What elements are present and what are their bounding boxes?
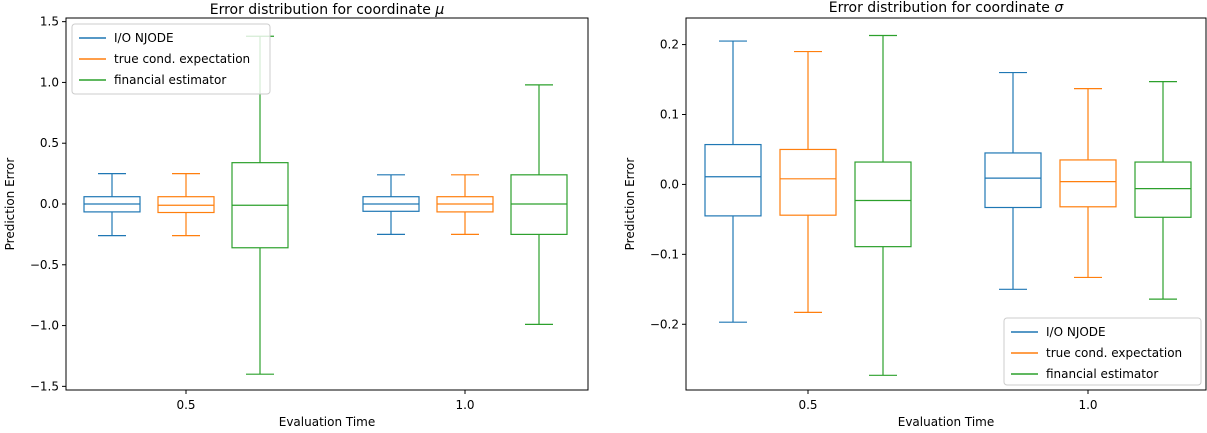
chart-mu: −1.5 −1.0 −0.5 0.0 0.5 1.0 1.5 0.5 1.0 Evaluation… — [3, 2, 589, 429]
box-financial — [510, 84, 568, 325]
legend: I/O NJODE true cond. expectation financial… — [1003, 317, 1202, 386]
legend-label: financial estimator — [114, 73, 226, 87]
chart-title: Error distribution for coordinate σ — [829, 0, 1065, 16]
iqr-box — [854, 161, 912, 248]
y-tick-label: 0.5 — [40, 136, 59, 150]
box-io_njode — [362, 174, 420, 235]
legend-label: I/O NJODE — [1046, 325, 1106, 339]
iqr-box — [1134, 161, 1192, 218]
legend-label: I/O NJODE — [114, 31, 174, 45]
y-tick-label: −1.5 — [30, 379, 59, 393]
iqr-box — [704, 143, 762, 217]
y-tick-label: −1.0 — [30, 319, 59, 333]
box-financial — [1134, 81, 1192, 300]
y-axis-label: Prediction Error — [3, 158, 17, 251]
box-true_cond — [157, 173, 215, 237]
legend-label: true cond. expectation — [1046, 346, 1182, 360]
box-io_njode — [704, 40, 762, 323]
box-io_njode — [83, 173, 141, 237]
box-true_cond — [779, 50, 837, 313]
x-axis-label: Evaluation Time — [898, 415, 995, 429]
y-tick-label: −0.2 — [650, 317, 679, 331]
legend-label: true cond. expectation — [114, 52, 250, 66]
box-true_cond — [436, 174, 494, 235]
box-financial — [854, 34, 912, 376]
plot-frame — [685, 17, 1207, 391]
iqr-box — [157, 196, 215, 214]
chart-title: Error distribution for coordinate μ — [210, 2, 445, 18]
y-tick-label: −0.5 — [30, 258, 59, 272]
legend-frame — [71, 23, 271, 95]
iqr-box — [1059, 159, 1117, 208]
iqr-box — [779, 148, 837, 216]
y-tick-label: 0.0 — [40, 197, 59, 211]
y-tick-label: 0.2 — [660, 38, 679, 52]
legend-label: financial estimator — [1046, 367, 1158, 381]
y-tick-label: 1.0 — [40, 75, 59, 89]
y-tick-label: 0.0 — [660, 177, 679, 191]
chart-sigma: −0.2 −0.1 0.0 0.1 0.2 0.5 1.0 Evaluation Time Pr… — [623, 0, 1207, 429]
iqr-box — [984, 152, 1042, 209]
y-axis-label: Prediction Error — [623, 158, 637, 251]
y-tick-label: 1.5 — [40, 15, 59, 29]
x-tick-label: 0.5 — [798, 398, 817, 412]
iqr-box — [510, 174, 568, 235]
x-axis-label: Evaluation Time — [279, 415, 376, 429]
box-true_cond — [1059, 88, 1117, 279]
legend: I/O NJODE true cond. expectation financial… — [71, 23, 271, 95]
legend-frame — [1003, 317, 1202, 386]
y-tick-label: 0.1 — [660, 107, 679, 121]
x-tick-label: 1.0 — [1078, 398, 1097, 412]
x-tick-label: 0.5 — [176, 398, 195, 412]
y-tick-label: −0.1 — [650, 247, 679, 261]
box-io_njode — [984, 71, 1042, 290]
x-tick-label: 1.0 — [455, 398, 474, 412]
